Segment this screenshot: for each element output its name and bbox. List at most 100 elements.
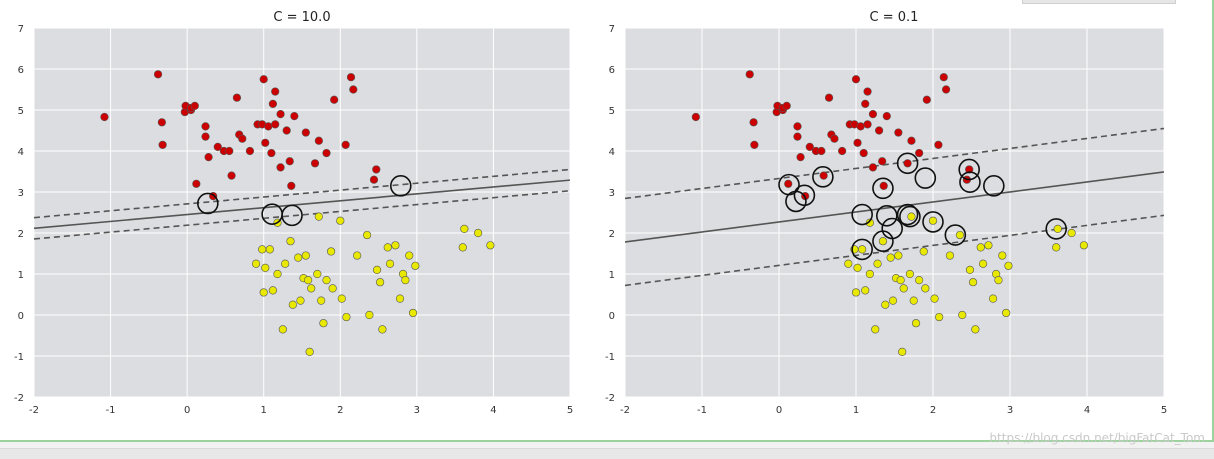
support-vector-marker bbox=[1045, 218, 1067, 240]
point-class-yellow bbox=[915, 276, 924, 285]
point-class-red bbox=[190, 101, 199, 110]
y-tick-label: -2 bbox=[14, 393, 24, 404]
point-class-yellow bbox=[928, 216, 938, 225]
y-tick-label: 3 bbox=[18, 188, 24, 199]
support-vector-marker bbox=[944, 224, 967, 246]
point-class-yellow bbox=[899, 284, 908, 293]
point-class-yellow bbox=[294, 253, 303, 262]
support-vector-marker bbox=[281, 204, 303, 227]
point-class-yellow bbox=[408, 308, 418, 318]
support-vector-marker bbox=[197, 192, 219, 215]
point-class-yellow bbox=[1002, 308, 1011, 318]
decision-boundary bbox=[625, 171, 1164, 243]
window-control[interactable] bbox=[1022, 0, 1176, 4]
point-class-yellow bbox=[411, 261, 420, 270]
x-tick-label: 0 bbox=[776, 405, 782, 416]
point-class-yellow bbox=[353, 251, 362, 260]
decision-boundary bbox=[34, 179, 570, 230]
chart-title-left: C = 10.0 bbox=[273, 10, 330, 25]
margin-line bbox=[625, 214, 1164, 287]
point-class-yellow bbox=[401, 276, 410, 285]
point-class-yellow bbox=[342, 312, 351, 322]
point-class-yellow bbox=[405, 251, 414, 260]
x-tick-label: 3 bbox=[414, 405, 420, 416]
x-tick-label: -2 bbox=[29, 405, 39, 416]
point-class-yellow bbox=[281, 259, 290, 268]
point-class-yellow bbox=[1053, 224, 1062, 233]
point-class-yellow bbox=[1004, 261, 1013, 270]
point-class-red bbox=[261, 138, 270, 147]
point-class-red bbox=[851, 75, 861, 84]
point-class-yellow bbox=[976, 243, 985, 252]
point-class-yellow bbox=[994, 276, 1003, 285]
point-class-yellow bbox=[383, 243, 392, 252]
y-tick-label: 4 bbox=[18, 147, 24, 158]
point-class-yellow bbox=[337, 294, 346, 303]
svm-lines bbox=[625, 127, 1164, 287]
y-tick-label: 1 bbox=[609, 270, 615, 281]
point-class-yellow bbox=[881, 300, 890, 309]
point-class-red bbox=[349, 85, 358, 94]
point-class-red bbox=[259, 75, 268, 84]
point-class-red bbox=[878, 157, 887, 166]
point-class-red bbox=[817, 146, 826, 156]
x-tick-label: 5 bbox=[567, 405, 573, 416]
x-tick-label: 2 bbox=[337, 405, 343, 416]
support-vector-marker bbox=[959, 171, 981, 193]
point-class-red bbox=[749, 118, 758, 127]
svm-panel-c01: -2 -1 0 1 2 3 4 5 -2 -1 0 1 2 3 4 5 6 7 bbox=[605, 24, 1167, 416]
y-tick-label: 0 bbox=[609, 311, 615, 322]
x-tick-label: 0 bbox=[184, 405, 190, 416]
y-tick-label: 7 bbox=[18, 24, 24, 35]
bottom-strip bbox=[0, 448, 1214, 459]
point-class-red bbox=[853, 138, 862, 147]
x-tick-label: 1 bbox=[853, 405, 859, 416]
y-tick-label: 0 bbox=[18, 311, 24, 322]
point-class-yellow bbox=[317, 296, 326, 305]
point-class-yellow bbox=[935, 312, 944, 322]
point-class-red bbox=[838, 146, 847, 156]
point-class-red bbox=[232, 93, 242, 102]
x-tick-label: -1 bbox=[697, 405, 707, 416]
point-class-yellow bbox=[261, 263, 270, 272]
support-vector-marker bbox=[851, 203, 873, 226]
point-class-red bbox=[861, 99, 870, 108]
point-class-yellow bbox=[968, 278, 978, 287]
y-tick-label: -1 bbox=[14, 352, 24, 363]
support-vector-marker bbox=[899, 205, 921, 228]
support-vector-marker bbox=[872, 177, 894, 200]
point-class-yellow bbox=[907, 212, 916, 221]
point-class-red bbox=[201, 132, 210, 141]
point-class-yellow bbox=[965, 265, 975, 275]
support-vector-marker bbox=[914, 167, 937, 189]
point-class-yellow bbox=[865, 218, 874, 227]
y-tick-label: 3 bbox=[609, 188, 615, 199]
watermark-text: https://blog.csdn.net/bigFatCat_Tom bbox=[989, 431, 1205, 445]
point-class-red bbox=[227, 171, 236, 180]
point-class-red bbox=[225, 146, 234, 156]
point-class-yellow bbox=[978, 259, 988, 268]
point-class-yellow bbox=[486, 241, 495, 250]
point-class-yellow bbox=[998, 251, 1007, 260]
point-class-red bbox=[874, 126, 884, 135]
x-tick-label: 4 bbox=[1084, 405, 1090, 416]
point-class-yellow bbox=[984, 241, 993, 250]
point-class-yellow bbox=[372, 265, 382, 275]
point-class-red bbox=[856, 122, 865, 131]
point-class-yellow bbox=[322, 276, 331, 285]
point-class-red bbox=[285, 157, 294, 166]
point-class-red bbox=[915, 148, 924, 158]
point-class-red bbox=[863, 87, 872, 96]
point-class-red bbox=[793, 132, 802, 141]
y-tick-label: 7 bbox=[609, 24, 615, 35]
point-class-red bbox=[287, 181, 296, 190]
point-class-yellow bbox=[474, 228, 483, 238]
point-class-yellow bbox=[265, 245, 274, 254]
support-vector-marker bbox=[875, 204, 898, 227]
point-class-yellow bbox=[319, 319, 328, 328]
point-class-red bbox=[907, 136, 916, 145]
point-class-yellow bbox=[288, 300, 297, 309]
point-class-red bbox=[192, 179, 201, 188]
point-class-red bbox=[894, 128, 903, 137]
point-class-red bbox=[213, 142, 222, 151]
